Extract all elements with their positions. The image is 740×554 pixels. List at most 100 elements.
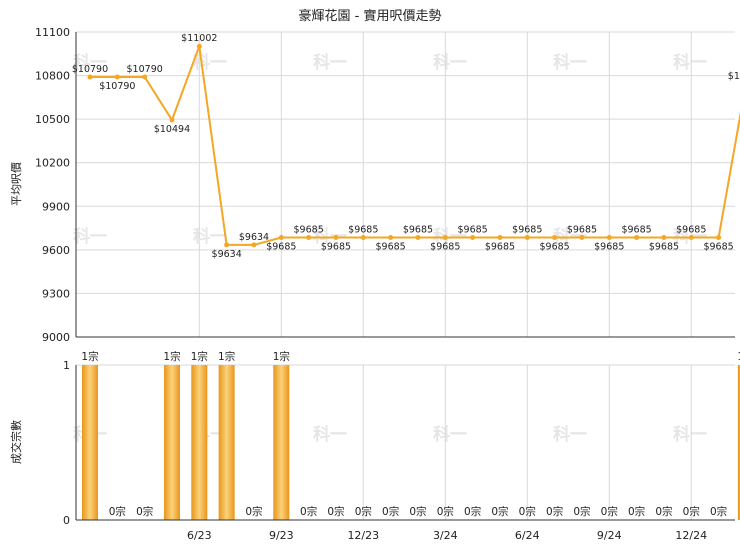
price-label-14: $9685	[458, 225, 488, 236]
price-label-18: $9685	[567, 225, 597, 236]
volume-label-13: 0宗	[437, 505, 454, 518]
watermark-4: 科一	[553, 52, 587, 73]
price-y-tick-5: 10500	[35, 113, 70, 126]
volume-label-20: 0宗	[628, 505, 645, 518]
price-point-11	[388, 235, 393, 240]
price-label-24: $10743	[728, 71, 740, 82]
price-point-21	[661, 235, 666, 240]
volume-label-6: 0宗	[245, 505, 262, 518]
price-point-17	[552, 235, 557, 240]
volume-label-4: 1宗	[191, 350, 208, 363]
x-tick-4: 6/24	[515, 529, 540, 542]
volume-bar-4	[191, 365, 207, 520]
price-label-12: $9685	[403, 225, 433, 236]
price-y-tick-6: 10800	[35, 70, 70, 83]
x-tick-0: 6/23	[187, 529, 212, 542]
x-tick-1: 9/23	[269, 529, 294, 542]
price-label-15: $9685	[485, 242, 515, 253]
price-label-6: $9634	[239, 232, 269, 243]
price-y-tick-3: 9900	[42, 200, 70, 213]
price-label-20: $9685	[621, 225, 651, 236]
price-label-8: $9685	[294, 225, 324, 236]
price-point-18	[579, 235, 584, 240]
price-point-13	[443, 235, 448, 240]
watermark-7: 科一	[193, 226, 227, 247]
price-point-4	[197, 44, 202, 49]
x-tick-5: 9/24	[597, 529, 622, 542]
price-label-19: $9685	[594, 242, 624, 253]
volume-y-tick-0: 0	[63, 514, 70, 527]
volume-label-15: 0宗	[491, 505, 508, 518]
price-y-tick-4: 10200	[35, 157, 70, 170]
price-point-1	[115, 75, 120, 80]
watermark-1: 科一	[193, 52, 227, 73]
price-y-tick-0: 9000	[42, 331, 70, 344]
volume-label-11: 0宗	[382, 505, 399, 518]
price-point-23	[716, 235, 721, 240]
watermark-3: 科一	[433, 52, 467, 73]
price-y-tick-2: 9600	[42, 244, 70, 257]
axes: 900093009600990010200105001080011100016/…	[35, 26, 740, 542]
watermark-2: 科一	[313, 52, 347, 73]
chart-title: 豪輝花園 - 實用呎價走勢	[299, 8, 442, 24]
volume-label-8: 0宗	[300, 505, 317, 518]
volume-label-16: 0宗	[519, 505, 536, 518]
watermark-15: 科一	[433, 424, 467, 445]
price-label-21: $9685	[649, 242, 679, 253]
watermark-14: 科一	[313, 424, 347, 445]
price-point-14	[470, 235, 475, 240]
price-point-2	[142, 75, 147, 80]
price-label-4: $11002	[181, 33, 217, 44]
price-label-23: $9685	[703, 242, 733, 253]
price-point-16	[525, 235, 530, 240]
volume-label-23: 0宗	[710, 505, 727, 518]
volume-label-10: 0宗	[355, 505, 372, 518]
volume-label-0: 1宗	[81, 350, 98, 363]
volume-y-axis-label: 成交宗數	[9, 420, 23, 464]
price-point-6	[251, 242, 256, 247]
volume-label-9: 0宗	[327, 505, 344, 518]
price-gridlines	[76, 32, 740, 337]
price-point-0	[88, 75, 93, 80]
volume-label-14: 0宗	[464, 505, 481, 518]
price-label-22: $9685	[676, 225, 706, 236]
x-tick-6: 12/24	[675, 529, 707, 542]
volume-label-19: 0宗	[601, 505, 618, 518]
price-label-9: $9685	[321, 242, 351, 253]
volume-label-12: 0宗	[409, 505, 426, 518]
volume-bar-0	[82, 365, 98, 520]
volume-bars	[82, 365, 740, 520]
price-label-11: $9685	[376, 242, 406, 253]
volume-y-tick-1: 1	[63, 359, 70, 372]
volume-label-2: 0宗	[136, 505, 153, 518]
volume-bar-5	[219, 365, 235, 520]
watermark-16: 科一	[553, 424, 587, 445]
price-line	[88, 44, 740, 248]
price-label-10: $9685	[348, 225, 378, 236]
price-label-3: $10494	[154, 124, 190, 135]
price-label-1: $10790	[99, 81, 135, 92]
price-point-10	[361, 235, 366, 240]
price-label-0: $10790	[72, 64, 108, 75]
volume-label-18: 0宗	[573, 505, 590, 518]
price-label-13: $9685	[430, 242, 460, 253]
price-point-7	[279, 235, 284, 240]
watermark-17: 科一	[673, 424, 707, 445]
price-point-12	[415, 235, 420, 240]
price-point-8	[306, 235, 311, 240]
volume-label-7: 1宗	[273, 350, 290, 363]
price-point-20	[634, 235, 639, 240]
x-tick-2: 12/23	[347, 529, 379, 542]
volume-bar-3	[164, 365, 180, 520]
price-point-5	[224, 242, 229, 247]
price-label-2: $10790	[127, 64, 163, 75]
volume-label-1: 0宗	[109, 505, 126, 518]
volume-bar-7	[273, 365, 289, 520]
price-y-axis-label: 平均呎價	[9, 162, 23, 206]
volume-label-17: 0宗	[546, 505, 563, 518]
volume-label-3: 1宗	[163, 350, 180, 363]
price-label-17: $9685	[539, 242, 569, 253]
price-point-9	[333, 235, 338, 240]
volume-label-21: 0宗	[655, 505, 672, 518]
